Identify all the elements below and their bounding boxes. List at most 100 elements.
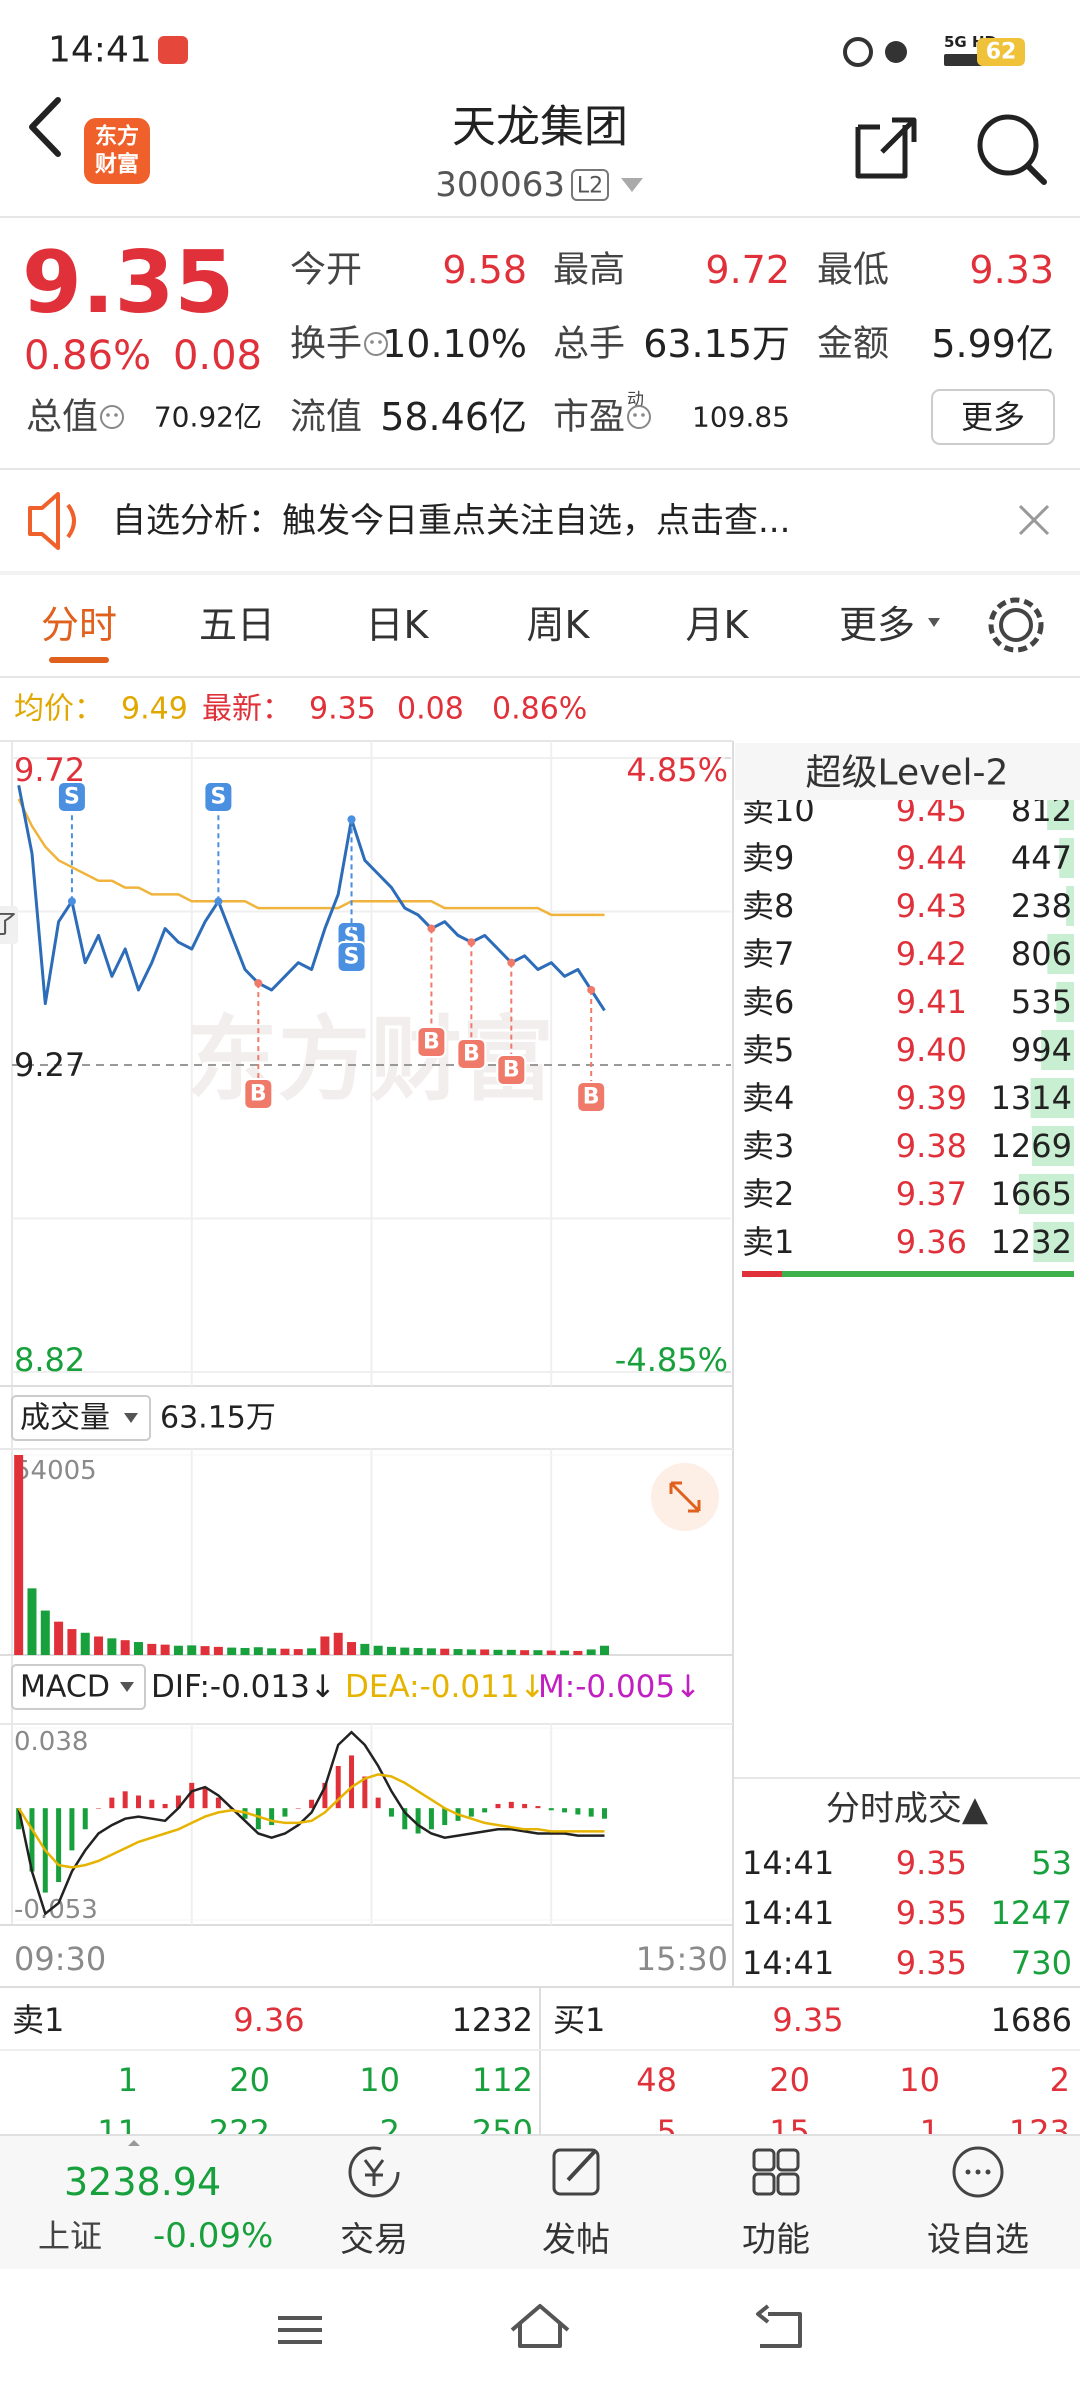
level1-price: 9.36 — [233, 2001, 304, 2039]
tab[interactable]: 分时 — [41, 603, 117, 663]
bottom-button[interactable]: 交易 — [340, 2146, 408, 2260]
volume-bar — [333, 1632, 343, 1655]
bottom-button[interactable]: 功能 — [742, 2148, 810, 2260]
ticks-header[interactable]: 分时成交▲ — [826, 1789, 989, 1829]
nav-menu[interactable] — [278, 2316, 322, 2344]
trade-marker[interactable]: B — [456, 938, 487, 1070]
watchlist-icon-dot — [975, 2169, 981, 2175]
book-level: 卖4 — [742, 1079, 794, 1117]
book-volume-bar — [1037, 1632, 1074, 1672]
book-volume: 1115 — [991, 1633, 1072, 1671]
settings-button[interactable] — [988, 597, 1044, 653]
volume-bar — [506, 1649, 516, 1655]
macd-bar — [135, 1795, 141, 1809]
notice-bar[interactable]: 自选分析：触发今日重点关注自选，点击查... — [28, 492, 790, 550]
function-icon — [776, 2148, 800, 2172]
book-title: 超级Level-2 — [806, 753, 1009, 794]
book-level: 卖8 — [742, 887, 794, 925]
macd-bar — [82, 1808, 88, 1830]
book-volume-bar — [1059, 838, 1074, 878]
tab[interactable]: 日K — [366, 603, 430, 647]
more-button[interactable]: 更多 — [931, 389, 1055, 445]
nav-home[interactable] — [510, 2304, 570, 2348]
volume-bar — [80, 1632, 90, 1655]
index-ticker[interactable]: 3238.94 上证 -0.09% — [38, 2140, 273, 2256]
search-button[interactable] — [977, 114, 1047, 185]
tab[interactable]: 周K — [527, 603, 591, 647]
trade-marker-dot — [587, 985, 596, 994]
trade-marker[interactable]: S — [336, 815, 367, 973]
macd-bar — [482, 1808, 488, 1813]
stock-name: 天龙集团 — [452, 102, 628, 153]
stat-label: 最高 — [553, 250, 625, 291]
macd-dropdown[interactable]: MACD — [11, 1664, 146, 1710]
level1-detail-value: 48 — [636, 2061, 677, 2099]
back-button[interactable] — [29, 97, 61, 157]
macd-bar — [122, 1791, 128, 1809]
function-icon — [776, 2172, 800, 2196]
status-time: 14:41 — [48, 30, 152, 71]
book-volume: 812 — [1011, 791, 1072, 829]
trade-marker[interactable]: B — [243, 979, 274, 1110]
book-level: 卖1 — [742, 1223, 794, 1261]
trade-marker[interactable]: S — [203, 781, 234, 906]
macd-bar — [16, 1808, 22, 1830]
notice-close[interactable] — [1018, 504, 1050, 536]
trade-marker[interactable]: B — [496, 958, 527, 1086]
volume-bar — [400, 1647, 410, 1655]
info-icon — [627, 405, 651, 429]
volume-bar — [200, 1646, 210, 1655]
book-volume-bar — [1065, 1440, 1074, 1480]
book-volume: 238 — [1011, 887, 1072, 925]
trade-marker-box — [416, 1026, 447, 1058]
last-label: 最新： — [202, 692, 292, 727]
share-button[interactable] — [855, 117, 917, 179]
volume-bar — [466, 1649, 476, 1655]
book-volume-bar — [1018, 1174, 1074, 1214]
change-pct-small: 0.86% — [492, 692, 587, 727]
book-level: 卖3 — [742, 1127, 794, 1165]
macd-bar — [495, 1803, 501, 1809]
book-price: 9.42 — [896, 935, 967, 973]
book-level: 买9 — [742, 1681, 794, 1719]
trade-marker-label: B — [250, 1082, 267, 1107]
volume-dropdown-box — [11, 1395, 151, 1441]
book-price: 9.26 — [896, 1729, 967, 1767]
stat-value: 70.92亿 — [154, 401, 262, 434]
stat-value: 58.46亿 — [380, 395, 527, 439]
volume-bar — [320, 1636, 330, 1655]
tab[interactable]: 更多 — [839, 603, 940, 647]
nav-back-icon — [756, 2304, 802, 2348]
trade-marker-label: B — [463, 1042, 480, 1067]
macd-bar — [415, 1808, 421, 1834]
macd-bar — [535, 1806, 541, 1809]
price-lines — [17, 785, 606, 1012]
trade-marker[interactable]: S — [56, 781, 87, 906]
bottom-button[interactable]: 设自选 — [927, 2146, 1029, 2260]
macd-bar — [548, 1808, 554, 1811]
status-signal — [944, 54, 984, 66]
y-tick-label: 9.27 — [14, 1046, 85, 1084]
trade-marker[interactable]: B — [576, 985, 607, 1113]
nav-home-icon — [510, 2304, 570, 2348]
nav-back[interactable] — [756, 2304, 802, 2348]
macd-bar — [215, 1797, 221, 1809]
bottom-button[interactable]: 发帖 — [542, 2148, 610, 2260]
expand-button[interactable] — [651, 1463, 719, 1531]
watchlist-icon-dot — [965, 2169, 971, 2175]
status-mute-icon — [885, 41, 907, 63]
function-icon — [752, 2172, 776, 2196]
volume-dropdown[interactable]: 成交量 — [11, 1395, 151, 1441]
tab[interactable]: 月K — [686, 603, 750, 647]
avg-label: 均价： — [14, 692, 104, 727]
trade-marker[interactable]: B — [416, 924, 447, 1058]
trade-marker-dot — [507, 958, 516, 967]
trade-marker-box — [336, 941, 367, 973]
volume-bar — [520, 1650, 530, 1655]
stat-label: 最低 — [817, 250, 889, 291]
book-level: 卖6 — [742, 983, 794, 1021]
level1-detail-value: 123 — [1009, 2113, 1070, 2151]
tab[interactable]: 五日 — [199, 603, 275, 647]
book-volume-bar — [967, 1536, 1074, 1576]
